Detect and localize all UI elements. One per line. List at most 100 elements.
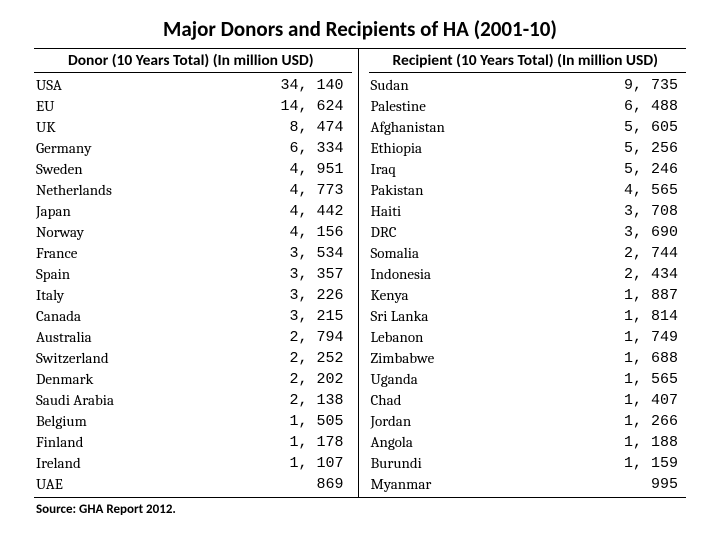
table-row: USA34, 140 xyxy=(34,75,352,96)
row-value: 3, 534 xyxy=(280,243,343,264)
table-row: Germany 6, 334 xyxy=(34,138,352,159)
row-name: Chad xyxy=(371,390,402,411)
row-name: Sweden xyxy=(36,159,83,180)
row-name: Angola xyxy=(371,432,413,453)
row-value: 1, 266 xyxy=(624,411,678,432)
row-value: 2, 434 xyxy=(624,264,678,285)
row-value: 1, 107 xyxy=(280,453,343,474)
row-value: 3, 357 xyxy=(280,264,343,285)
table-row: Zimbabwe1, 688 xyxy=(369,348,687,369)
row-name: Myanmar xyxy=(371,474,432,495)
table-row: Palestine6, 488 xyxy=(369,96,687,117)
table-row: Ethiopia5, 256 xyxy=(369,138,687,159)
table-row: Iraq 5, 246 xyxy=(369,159,687,180)
row-value: 1, 188 xyxy=(624,432,678,453)
row-name: Germany xyxy=(36,138,92,159)
table-row: Japan 4, 442 xyxy=(34,201,352,222)
row-name: Ethiopia xyxy=(371,138,423,159)
row-name: Canada xyxy=(36,306,81,327)
row-value: 5, 246 xyxy=(624,159,678,180)
row-value: 6, 334 xyxy=(280,138,343,159)
row-name: Sudan xyxy=(371,75,409,96)
row-value: 14, 624 xyxy=(280,96,343,117)
row-value: 1, 178 xyxy=(280,432,343,453)
row-name: Finland xyxy=(36,432,83,453)
row-name: USA xyxy=(36,75,62,96)
table-row: Sweden 4, 951 xyxy=(34,159,352,180)
row-name: Ireland xyxy=(36,453,81,474)
table-row: Burundi1, 159 xyxy=(369,453,687,474)
donor-column-header: Donor (10 Years Total) (In million USD) xyxy=(34,49,352,73)
table-row: Canada 3, 215 xyxy=(34,306,352,327)
table-row: Italy 3, 226 xyxy=(34,285,352,306)
row-value: 3, 226 xyxy=(280,285,343,306)
table-row: UAE 869 xyxy=(34,474,352,495)
row-value: 9, 735 xyxy=(624,75,678,96)
row-value: 4, 773 xyxy=(280,180,343,201)
row-name: Switzerland xyxy=(36,348,109,369)
table-row: Saudi Arabia 2, 138 xyxy=(34,390,352,411)
row-value: 4, 156 xyxy=(280,222,343,243)
row-name: Somalia xyxy=(371,243,420,264)
table-row: Norway 4, 156 xyxy=(34,222,352,243)
table-row: Lebanon 1, 749 xyxy=(369,327,687,348)
table-row: Afghanistan 5, 605 xyxy=(369,117,687,138)
row-name: Sri Lanka xyxy=(371,306,429,327)
source-note: Source: GHA Report 2012. xyxy=(34,502,686,517)
row-value: 1, 505 xyxy=(280,411,343,432)
row-name: Haiti xyxy=(371,201,402,222)
row-name: Indonesia xyxy=(371,264,432,285)
page-title: Major Donors and Recipients of HA (2001-… xyxy=(34,16,686,42)
row-name: EU xyxy=(36,96,54,117)
row-name: Netherlands xyxy=(36,180,112,201)
row-name: Denmark xyxy=(36,369,93,390)
row-value: 5, 605 xyxy=(624,117,678,138)
row-name: Lebanon xyxy=(371,327,424,348)
table-row: Netherlands 4, 773 xyxy=(34,180,352,201)
row-name: Jordan xyxy=(371,411,412,432)
row-name: France xyxy=(36,243,77,264)
table-row: Australia 2, 794 xyxy=(34,327,352,348)
row-value: 2, 744 xyxy=(624,243,678,264)
table-row: Angola 1, 188 xyxy=(369,432,687,453)
row-value: 1, 749 xyxy=(624,327,678,348)
table-row: Finland 1, 178 xyxy=(34,432,352,453)
row-name: Afghanistan xyxy=(371,117,445,138)
table-row: Kenya 1, 887 xyxy=(369,285,687,306)
row-value: 8, 474 xyxy=(280,117,343,138)
table-row: Jordan 1, 266 xyxy=(369,411,687,432)
row-name: Norway xyxy=(36,222,84,243)
table-row: DRC3, 690 xyxy=(369,222,687,243)
table-row: Ireland 1, 107 xyxy=(34,453,352,474)
row-name: Uganda xyxy=(371,369,418,390)
row-value: 1, 887 xyxy=(624,285,678,306)
table-row: Belgium 1, 505 xyxy=(34,411,352,432)
table-row: Myanmar 995 xyxy=(369,474,687,495)
row-name: Burundi xyxy=(371,453,422,474)
page: Major Donors and Recipients of HA (2001-… xyxy=(0,0,720,527)
table-row: Sri Lanka1, 814 xyxy=(369,306,687,327)
table-row: Indonesia 2, 434 xyxy=(369,264,687,285)
recipient-rows: Sudan 9, 735Palestine6, 488Afghanistan 5, … xyxy=(369,73,687,497)
data-table: Donor (10 Years Total) (In million USD) … xyxy=(34,48,686,498)
row-value: 4, 951 xyxy=(280,159,343,180)
row-value: 2, 252 xyxy=(280,348,343,369)
table-row: UK 8, 474 xyxy=(34,117,352,138)
row-value: 3, 215 xyxy=(280,306,343,327)
donor-rows: USA34, 140EU14, 624UK 8, 474Germany 6, 3… xyxy=(34,73,352,497)
row-name: Belgium xyxy=(36,411,87,432)
row-name: UAE xyxy=(36,474,63,495)
row-name: Iraq xyxy=(371,159,396,180)
table-row: Somalia 2, 744 xyxy=(369,243,687,264)
row-value: 1, 565 xyxy=(624,369,678,390)
row-value: 3, 690 xyxy=(624,222,678,243)
row-value: 1, 407 xyxy=(624,390,678,411)
row-name: Australia xyxy=(36,327,92,348)
table-row: Switzerland 2, 252 xyxy=(34,348,352,369)
row-name: UK xyxy=(36,117,56,138)
row-name: Kenya xyxy=(371,285,409,306)
table-row: Denmark 2, 202 xyxy=(34,369,352,390)
row-value: 869 xyxy=(289,474,343,495)
table-row: Haiti3, 708 xyxy=(369,201,687,222)
row-name: Palestine xyxy=(371,96,426,117)
